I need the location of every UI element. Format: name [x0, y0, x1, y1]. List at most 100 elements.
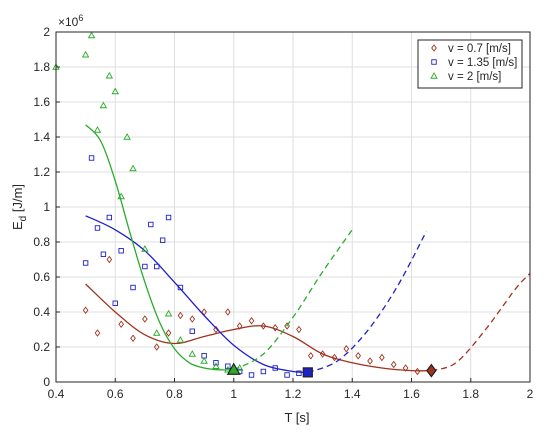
data-point	[99, 101, 108, 109]
data-point	[118, 248, 124, 254]
data-point	[402, 364, 409, 372]
data-point	[94, 225, 101, 231]
optimum-marker	[302, 367, 313, 378]
axis-ticks: 0.4 0.6 0.8 1 1.2 1.4 1.6 1.8 2 0 0.2 0.4 0.6 0.8 1 1.2…	[33, 25, 533, 401]
data-point	[111, 87, 120, 95]
y-tick-label: 2	[43, 25, 50, 39]
y-tick-label: 1.2	[33, 165, 50, 179]
data-point	[82, 260, 89, 266]
data-point	[141, 245, 149, 252]
x-tick-label: 1.8	[462, 387, 479, 401]
data-point	[307, 352, 314, 360]
data-point	[130, 334, 136, 342]
data-point	[142, 315, 148, 323]
data-point	[118, 320, 124, 328]
extrapolation-curve	[431, 273, 531, 372]
series-2	[82, 155, 427, 378]
legend: v = 0.7 [m/s] v = 1.35 [m/s] v = 2 [m/s]	[417, 39, 523, 89]
y-tick-label: 0.2	[33, 340, 50, 354]
y-tick-label: 0.4	[33, 305, 50, 319]
legend-marker	[431, 44, 437, 52]
y-tick-label: 1.8	[33, 60, 50, 74]
y-tick-label: 0.6	[33, 270, 50, 284]
legend-label: v = 2 [m/s]	[448, 71, 501, 83]
data-point	[213, 360, 219, 366]
data-point	[100, 251, 107, 257]
legend-entry: v = 2 [m/s]	[430, 71, 501, 83]
data-point	[379, 353, 385, 362]
data-point	[106, 214, 113, 221]
data-point	[154, 263, 160, 270]
data-point	[260, 322, 267, 330]
y-tick-label: 0	[43, 375, 50, 389]
y-axis-exponent-label: ×106	[58, 13, 83, 29]
data-point	[225, 363, 231, 369]
data-point	[105, 71, 114, 79]
data-point	[284, 322, 290, 330]
x-tick-label: 0.8	[166, 387, 183, 401]
data-point	[296, 370, 302, 376]
legend-marker	[431, 59, 437, 65]
grid	[55, 31, 531, 383]
data-point	[296, 325, 302, 334]
x-axis-label: T [s]	[284, 410, 309, 425]
data-point	[88, 155, 95, 161]
data-point	[152, 329, 161, 336]
data-point	[165, 329, 172, 337]
data-point	[272, 324, 279, 332]
data-point	[248, 372, 255, 378]
data-point	[87, 31, 96, 39]
x-tick-label: 1.6	[403, 387, 420, 401]
data-point	[200, 357, 208, 364]
data-point	[260, 368, 267, 375]
x-tick-label: 1.2	[285, 387, 302, 401]
data-point	[82, 306, 89, 314]
data-point	[112, 300, 118, 306]
data-point	[164, 309, 173, 317]
data-point	[176, 336, 185, 343]
series-1	[82, 255, 531, 378]
legend-marker	[430, 72, 438, 79]
fit-curve	[85, 215, 308, 374]
data-point	[153, 343, 160, 351]
x-tick-label: 1.4	[344, 387, 361, 401]
data-point	[355, 352, 361, 360]
data-point	[213, 325, 219, 334]
data-point	[188, 350, 197, 357]
y-tick-label: 1.6	[33, 95, 50, 109]
data-point	[148, 221, 154, 228]
data-point	[165, 214, 172, 221]
data-point	[212, 362, 220, 369]
optimum-marker	[426, 363, 437, 378]
plot-series	[52, 31, 531, 378]
data-point	[81, 50, 90, 58]
data-point	[94, 329, 101, 337]
data-point	[129, 164, 137, 172]
data-point	[106, 255, 113, 264]
data-point	[331, 353, 338, 362]
legend-entry: v = 0.7 [m/s]	[431, 43, 511, 55]
y-axis-label: Ed [J/m]	[10, 184, 29, 230]
x-tick-label: 1	[230, 387, 237, 401]
data-point	[225, 308, 231, 316]
data-point	[177, 311, 184, 320]
data-point	[123, 133, 131, 140]
fit-curve	[85, 283, 432, 372]
legend-entries: v = 0.7 [m/s] v = 1.35 [m/s] v = 2 [m/s]	[430, 43, 517, 83]
legend-label: v = 1.35 [m/s]	[448, 57, 517, 69]
data-point	[159, 237, 166, 243]
data-point	[284, 372, 290, 378]
series-3	[52, 31, 353, 375]
y-tick-label: 1	[43, 200, 50, 214]
y-tick-label: 1.4	[33, 130, 50, 144]
y-tick-label: 0.8	[33, 235, 50, 249]
extrapolation-curve	[233, 229, 353, 371]
fit-curve	[85, 124, 234, 371]
data-point	[189, 315, 196, 323]
legend-entry: v = 1.35 [m/s]	[431, 57, 517, 69]
data-point	[189, 328, 195, 334]
data-point	[390, 360, 397, 369]
x-tick-label: 0.6	[107, 387, 124, 401]
x-tick-label: 0.4	[48, 387, 65, 401]
